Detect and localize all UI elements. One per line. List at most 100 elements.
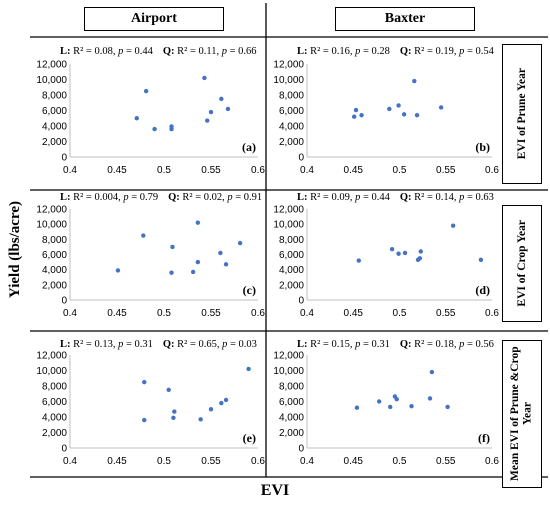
data-point [198,417,203,422]
x-tick-label: 0.4 [63,308,77,319]
y-tick-label: 2,000 [279,428,304,439]
y-tick-label: 10,000 [36,220,67,231]
x-tick-label: 0.45 [344,308,364,319]
y-tick-label: 10,000 [273,220,304,231]
x-tick-label: 0.5 [393,165,407,176]
data-point [115,268,121,273]
x-tick-label: 0.4 [300,308,314,319]
y-tick-label: 8,000 [42,382,67,393]
y-tick-label: 6,000 [42,250,67,261]
x-tick-label: 0.55 [436,165,456,176]
x-tick-label: 0.5 [393,308,407,319]
x-tick-label: 0.45 [107,308,127,319]
y-tick-label: 2,000 [42,428,67,439]
data-point [170,244,175,250]
column-title-baxter: Baxter [335,7,475,31]
data-point [354,405,360,410]
data-point [205,118,210,123]
y-tick-label: 0 [61,153,67,164]
stats-text: L: R² = 0.08, p = 0.44 Q: R² = 0.11, p = … [60,46,257,57]
data-point [195,259,201,265]
x-tick-label: 0.5 [157,165,171,176]
data-point [356,258,361,263]
panel-c: 0 2,000 4,000 6,000 8,000 10,000 12,000 0.4 0.45… [36,192,265,319]
data-point [195,220,201,225]
panel-b: 0 2,000 4,000 6,000 8,000 10,000 12,000 0.4 0.45… [273,46,499,176]
data-point [401,112,407,117]
panel-label: (f) [478,431,490,445]
y-tick-label: 2,000 [42,280,67,291]
y-tick-label: 8,000 [42,235,67,246]
x-tick-label: 0.55 [436,456,456,467]
y-tick-label: 4,000 [42,413,67,424]
data-point [190,269,196,275]
y-tick-label: 2,000 [279,137,304,148]
x-tick-label: 0.45 [344,165,364,176]
data-point [169,124,174,129]
data-point [169,270,174,275]
stats-text: L: R² = 0.13, p = 0.31 Q: R² = 0.65, p = … [60,339,257,350]
data-point [438,105,444,110]
data-point [376,399,382,404]
y-tick-label: 0 [298,153,304,164]
y-tick-label: 6,000 [279,250,304,261]
data-point [353,107,359,113]
y-tick-label: 10,000 [36,366,67,377]
y-tick-label: 12,000 [273,60,304,71]
x-tick-label: 0.6 [251,456,265,467]
panel-d: 0 2,000 4,000 6,000 8,000 10,000 12,000 0.4 0.45… [273,192,499,319]
y-tick-label: 8,000 [279,382,304,393]
data-point [387,106,392,112]
y-tick-label: 2,000 [42,137,67,148]
data-point [223,262,229,267]
y-tick-label: 4,000 [279,122,304,133]
y-tick-label: 8,000 [279,91,304,102]
data-point [418,249,423,254]
data-point [166,387,171,393]
stats-text: L: R² = 0.16, p = 0.28 Q: R² = 0.19, p = … [297,46,495,57]
y-tick-label: 0 [298,444,304,455]
data-point [141,233,146,238]
data-point [225,106,231,112]
data-point [152,126,157,132]
x-tick-label: 0.55 [201,165,221,176]
row-title-mean: Mean EVI of Prune &Crop Year [502,340,542,488]
row-title-crop-year-text: EVI of Crop Year [515,220,528,307]
panel-f: 0 2,000 4,000 6,000 8,000 10,000 12,000 0.4 0.45… [273,339,499,467]
x-tick-label: 0.6 [485,456,499,467]
y-tick-label: 4,000 [42,122,67,133]
data-point [417,256,423,261]
data-point [450,223,456,228]
data-point [445,404,450,410]
y-tick-label: 8,000 [42,91,67,102]
panel-a: 0 2,000 4,000 6,000 8,000 10,000 12,000 0.4 0.45… [36,46,265,176]
x-tick-label: 0.5 [157,456,171,467]
x-tick-label: 0.4 [63,456,77,467]
panel-label: (b) [475,140,490,154]
data-point [388,404,393,410]
x-tick-label: 0.5 [157,308,171,319]
data-point [246,366,251,372]
data-point [142,379,147,385]
data-point [208,109,214,115]
y-tick-label: 8,000 [279,235,304,246]
y-tick-label: 0 [298,296,304,307]
x-tick-label: 0.45 [344,456,364,467]
y-axis-title-text: Yield (lbs/acre) [6,201,23,299]
stats-text: L: R² = 0.09, p = 0.44 Q: R² = 0.14, p = … [297,192,494,203]
x-tick-label: 0.55 [201,308,221,319]
data-point [218,250,223,256]
y-tick-label: 0 [61,296,67,307]
x-tick-label: 0.5 [393,456,407,467]
stats-text: L: R² = 0.004, p = 0.79 Q: R² = 0.02, p =… [60,192,262,203]
data-point [219,96,224,102]
y-tick-label: 12,000 [273,205,304,216]
panel-grid-lines [30,3,548,478]
data-point [237,240,243,246]
panel-label: (c) [243,283,256,297]
data-point [172,409,177,414]
data-point [412,78,417,84]
x-tick-label: 0.45 [107,165,127,176]
data-point [478,257,484,263]
stats-text: L: R² = 0.15, p = 0.31 Q: R² = 0.18, p = … [297,339,494,350]
